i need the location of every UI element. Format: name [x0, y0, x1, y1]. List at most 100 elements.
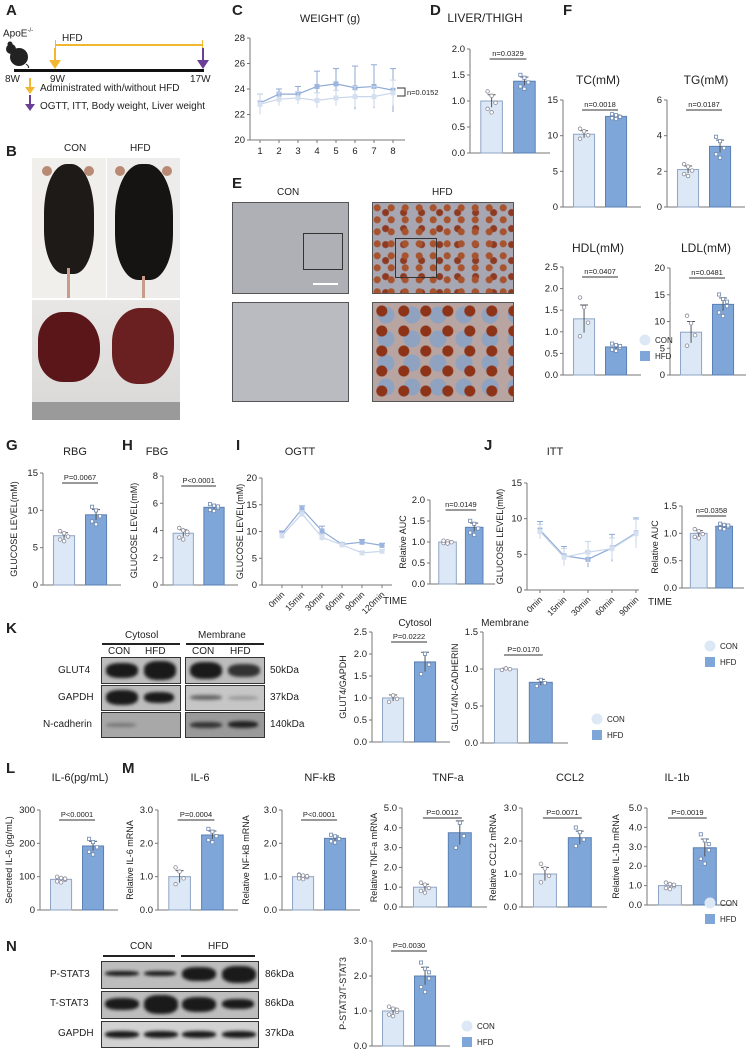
data-point	[573, 844, 578, 849]
y-tick-label: 4.0	[384, 823, 397, 834]
row-label-pstat3: P-STAT3	[50, 969, 90, 980]
y-tick-label: 2.0	[412, 495, 425, 506]
data-point	[453, 845, 458, 850]
data-point	[390, 1013, 396, 1019]
histology-hfd-label: HFD	[432, 187, 453, 198]
data-point	[352, 94, 358, 100]
bracket-tick	[55, 40, 56, 50]
data-point	[542, 866, 548, 871]
data-point	[461, 834, 466, 839]
hfd-bracket	[55, 44, 203, 46]
data-point	[585, 549, 591, 555]
data-point	[181, 528, 186, 533]
data-point	[681, 161, 687, 167]
data-point	[427, 976, 432, 981]
bar-con	[573, 133, 596, 208]
data-point	[181, 876, 186, 881]
y-tick-label: 2.0	[452, 44, 465, 55]
blot-tstat3	[101, 991, 259, 1019]
strain-name: ApoE	[3, 28, 28, 40]
data-point	[418, 880, 424, 885]
histology-con-label: CON	[277, 187, 300, 198]
data-point	[94, 508, 99, 513]
data-point	[518, 72, 523, 77]
y-tick-label: 2.5	[354, 627, 367, 638]
y-tick-label: 0.5	[354, 715, 367, 726]
p-value-label: n=0.0018	[584, 100, 616, 109]
data-point	[90, 504, 95, 509]
data-point	[689, 168, 695, 173]
y-tick-label: 5	[553, 166, 558, 177]
y-tick-label: 5	[33, 543, 38, 554]
y-tick-label: 24	[234, 84, 245, 95]
panel-label-n: N	[6, 938, 17, 955]
data-point	[542, 681, 547, 686]
x-tick-label: 5	[333, 146, 338, 157]
bracket-tick	[202, 40, 203, 50]
y-tick-label: 5.0	[384, 803, 397, 814]
y-axis-label: Relative AUC	[398, 515, 408, 569]
con-histology-low	[232, 202, 349, 294]
series-line-con	[259, 92, 394, 105]
hfd-mouse-photo	[107, 158, 180, 298]
data-point	[684, 343, 690, 348]
data-point	[609, 546, 615, 552]
y-tick-label: 0.5	[664, 556, 677, 567]
y-tick-label: 1.0	[452, 96, 465, 107]
hfd-histology-high	[372, 302, 514, 402]
bar-con	[689, 532, 708, 589]
chart-title: Cytosol	[398, 618, 431, 629]
data-point	[577, 295, 583, 300]
y-tick-label: 0.5	[545, 348, 558, 359]
chart-title: TC(mM)	[576, 73, 620, 87]
data-point	[702, 861, 707, 866]
y-tick-label: 3.0	[354, 936, 367, 947]
data-point	[58, 875, 64, 881]
data-point	[211, 503, 216, 508]
data-point	[390, 1006, 396, 1011]
legend-con-label: CON	[720, 642, 738, 651]
series-line-con	[281, 512, 383, 554]
data-point	[663, 880, 669, 885]
legend-con-label: CON	[607, 715, 625, 724]
data-point	[206, 838, 211, 843]
data-point	[214, 834, 219, 839]
data-point	[339, 542, 345, 548]
panel-label-b: B	[6, 143, 17, 160]
data-point	[422, 890, 428, 895]
photo-hfd-label: HFD	[130, 143, 151, 154]
row-label-gapdh: GAPDH	[58, 1028, 94, 1039]
y-tick-label: 0.5	[465, 701, 478, 712]
data-point	[379, 548, 385, 554]
legend-con-swatch	[639, 334, 651, 346]
data-point	[181, 537, 186, 542]
data-point	[57, 537, 63, 542]
data-point	[485, 106, 490, 112]
bar-hfd	[201, 834, 224, 911]
y-axis-label: Relative CCL2 mRNA	[488, 814, 498, 901]
kda-label: 50kDa	[270, 665, 299, 676]
panel-label-i: I	[236, 437, 241, 454]
x-tick-label: 1	[257, 146, 262, 157]
y-axis-label: Relative AUC	[650, 520, 660, 574]
data-point	[610, 116, 615, 121]
chart-title: IL-6	[191, 772, 210, 784]
panel-label-f: F	[563, 2, 573, 19]
data-point	[94, 522, 99, 527]
data-point	[573, 825, 578, 830]
series-line-hfd	[259, 83, 394, 104]
p-value-label: n=0.0358	[696, 506, 728, 515]
data-point	[468, 518, 473, 523]
data-point	[534, 684, 539, 689]
data-point	[585, 133, 591, 138]
y-tick-label: 4.0	[629, 822, 642, 833]
y-tick-label: 2	[657, 166, 662, 177]
chart-title: LIVER/THIGH	[447, 11, 522, 25]
x-axis-label: TIME	[648, 597, 672, 608]
data-point	[427, 662, 432, 667]
panel-label-a: A	[6, 2, 17, 19]
data-point	[62, 876, 68, 881]
p-value-label: n=0.0481	[691, 268, 723, 277]
con-mouse-photo	[32, 158, 106, 298]
